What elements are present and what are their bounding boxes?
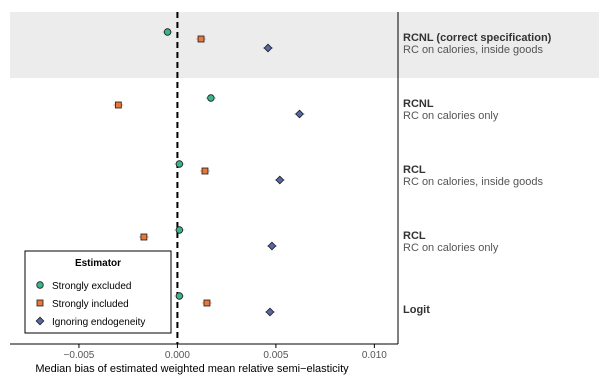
legend-entry-label: Strongly excluded	[52, 281, 132, 292]
axis-layer: −0.005 0.000 0.005 0.010 Median bias of esti…	[10, 12, 399, 375]
group-title: Logit	[403, 304, 430, 316]
x-axis-title: Median bias of estimated weighted mean r…	[35, 363, 349, 375]
group-subtitle: RC on calories, inside goods	[403, 44, 544, 56]
data-point-circle	[175, 160, 184, 168]
legend-entry-label: Ignoring endogeneity	[52, 317, 145, 328]
data-point-square	[203, 299, 211, 307]
group-labels-layer: RCNL (correct specification)RC on calori…	[403, 32, 552, 316]
x-tick-label: 0.000	[165, 350, 190, 361]
data-point-square	[201, 167, 209, 175]
legend-marker-circle	[36, 281, 44, 289]
group-title: RCNL	[403, 98, 434, 110]
data-point-circle	[175, 292, 184, 300]
legend-title: Estimator	[75, 258, 121, 269]
data-point-circle	[207, 94, 215, 102]
data-point-diamond	[275, 175, 285, 185]
data-point-diamond	[263, 43, 273, 53]
legend-marker-diamond	[35, 316, 45, 326]
data-point-diamond	[267, 241, 277, 251]
legend-entry-label: Strongly included	[52, 299, 129, 310]
group-title: RCNL (correct specification)	[403, 32, 552, 44]
group-title: RCL	[403, 230, 426, 242]
data-point-square	[140, 233, 148, 241]
group-title: RCL	[403, 164, 426, 176]
data-point-circle	[163, 28, 172, 36]
group-subtitle: RC on calories only	[403, 110, 499, 122]
group-subtitle: RC on calories only	[403, 242, 499, 254]
x-tick-label: −0.005	[63, 350, 94, 361]
points-layer	[113, 28, 305, 317]
data-point-circle	[175, 226, 184, 234]
highlight-band-layer	[10, 12, 599, 78]
group-subtitle: RC on calories, inside goods	[403, 176, 544, 188]
data-point-diamond	[265, 307, 275, 317]
x-tick-label: 0.010	[362, 350, 387, 361]
data-point-diamond	[295, 109, 304, 119]
highlight-band	[10, 12, 599, 78]
data-point-square	[114, 101, 122, 109]
legend-box	[24, 250, 172, 334]
data-point-square	[197, 35, 205, 43]
legend-marker-square	[36, 299, 44, 307]
x-tick-label: 0.005	[263, 350, 288, 361]
legend: Estimator Strongly excluded Strongly inclu…	[24, 250, 172, 334]
